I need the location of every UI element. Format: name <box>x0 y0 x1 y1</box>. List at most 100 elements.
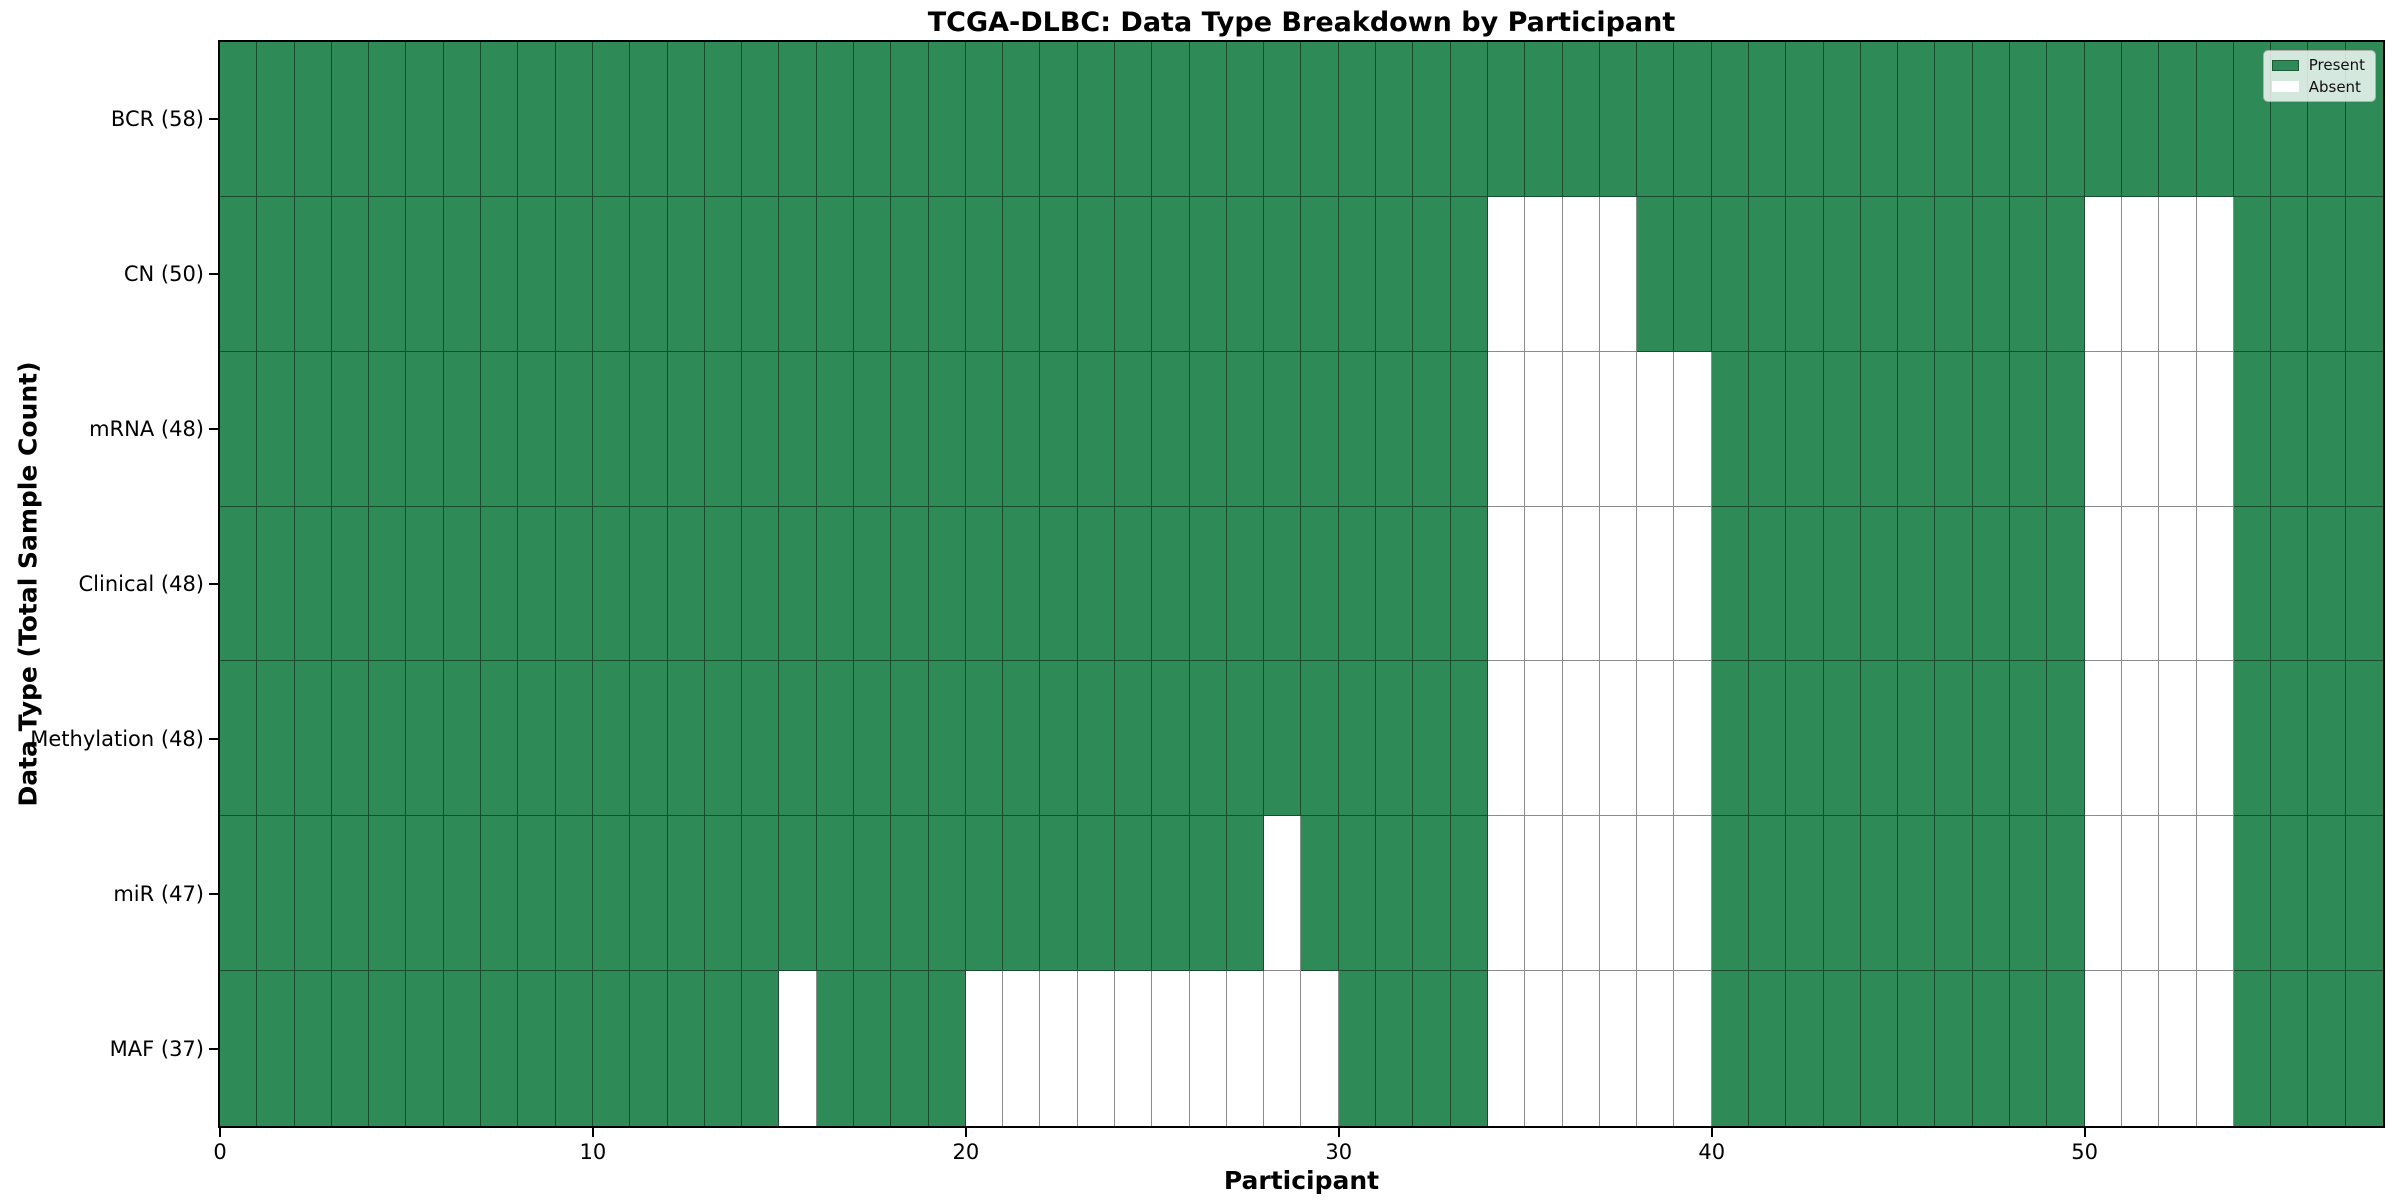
heatmap-cell <box>2047 971 2085 1126</box>
heatmap-cell <box>592 42 631 197</box>
heatmap-cell <box>1264 351 1302 507</box>
heatmap-cell <box>1040 42 1078 197</box>
heatmap-cell <box>1525 42 1563 197</box>
heatmap-cell <box>2121 351 2160 507</box>
heatmap-cell <box>1077 196 1116 352</box>
heatmap-cell <box>406 196 444 352</box>
heatmap-cell <box>1077 351 1116 507</box>
y-tick-mark <box>209 892 218 895</box>
heatmap-cell <box>1972 196 2011 352</box>
heatmap-cell <box>294 351 332 507</box>
heatmap-cell <box>2345 506 2383 662</box>
heatmap-cell <box>1786 506 1824 662</box>
heatmap-cell <box>2047 816 2085 972</box>
heatmap-cell <box>742 42 780 197</box>
heatmap-cell <box>1711 196 1750 352</box>
heatmap-cell <box>891 196 929 352</box>
heatmap-cell <box>443 42 482 197</box>
heatmap-cell <box>1860 816 1899 972</box>
heatmap-cell <box>2047 661 2085 817</box>
heatmap-cell <box>1189 506 1227 662</box>
heatmap-cell <box>1898 816 1936 972</box>
heatmap-cell <box>294 971 332 1126</box>
heatmap-cell <box>1562 971 1600 1126</box>
heatmap-cell <box>1674 351 1712 507</box>
heatmap-cell <box>1338 196 1377 352</box>
heatmap-cell <box>1972 351 2011 507</box>
heatmap-cell <box>2271 196 2309 352</box>
heatmap-cell <box>2121 816 2160 972</box>
heatmap-cell <box>1413 971 1451 1126</box>
heatmap-cell <box>1935 351 1973 507</box>
heatmap-cell <box>294 661 332 817</box>
heatmap-cell <box>555 661 593 817</box>
heatmap-cell <box>928 661 966 817</box>
heatmap-cell <box>667 661 705 817</box>
heatmap-cell <box>1450 661 1488 817</box>
heatmap-cell <box>1003 661 1041 817</box>
heatmap-cell <box>816 661 854 817</box>
heatmap-cell <box>1301 506 1339 662</box>
heatmap-cell <box>630 661 668 817</box>
heatmap-cell <box>1450 196 1488 352</box>
heatmap-cell <box>667 42 705 197</box>
heatmap-cell <box>1040 196 1078 352</box>
heatmap-cell <box>1152 971 1190 1126</box>
heatmap-cell <box>2159 351 2197 507</box>
heatmap-cell <box>2121 506 2160 662</box>
heatmap-cell <box>965 196 1004 352</box>
heatmap-cell <box>2084 971 2122 1126</box>
heatmap-cell <box>257 971 295 1126</box>
heatmap-grid <box>220 42 2383 1126</box>
heatmap-cell <box>667 971 705 1126</box>
heatmap-cell <box>1189 351 1227 507</box>
heatmap-cell <box>704 506 743 662</box>
heatmap-cell <box>630 971 668 1126</box>
heatmap-cell <box>891 661 929 817</box>
heatmap-cell <box>1152 816 1190 972</box>
heatmap-cell <box>443 816 482 972</box>
heatmap-cell <box>1749 196 1787 352</box>
heatmap-cell <box>1040 661 1078 817</box>
x-tick-label: 10 <box>579 1140 607 1164</box>
heatmap-cell <box>1077 661 1116 817</box>
heatmap-cell <box>1487 816 1526 972</box>
heatmap-cell <box>1823 351 1861 507</box>
heatmap-cell <box>1338 971 1377 1126</box>
heatmap-cell <box>1935 506 1973 662</box>
heatmap-cell <box>1935 971 1973 1126</box>
heatmap-cell <box>1040 506 1078 662</box>
heatmap-cell <box>1003 42 1041 197</box>
heatmap-cell <box>1413 661 1451 817</box>
heatmap-cell <box>1786 816 1824 972</box>
heatmap-cell <box>1898 506 1936 662</box>
heatmap-cell <box>369 351 407 507</box>
heatmap-cell <box>1823 816 1861 972</box>
heatmap-cell <box>331 196 370 352</box>
x-tick-label: 50 <box>2071 1140 2099 1164</box>
y-tick-mark <box>209 428 218 431</box>
heatmap-cell <box>2308 506 2346 662</box>
heatmap-cell <box>1935 816 1973 972</box>
heatmap-cell <box>2196 351 2234 507</box>
heatmap-cell <box>1003 971 1041 1126</box>
heatmap-cell <box>592 816 631 972</box>
heatmap-cell <box>481 816 519 972</box>
heatmap-cell <box>1674 506 1712 662</box>
heatmap-cell <box>1599 196 1638 352</box>
heatmap-cell <box>2233 661 2272 817</box>
heatmap-cell <box>555 196 593 352</box>
heatmap-cell <box>1860 196 1899 352</box>
heatmap-cell <box>1376 661 1414 817</box>
legend-entry: Absent <box>2271 78 2365 96</box>
heatmap-cell <box>1338 816 1377 972</box>
heatmap-cell <box>1935 196 1973 352</box>
heatmap-cell <box>1003 816 1041 972</box>
heatmap-cell <box>2159 196 2197 352</box>
heatmap-cell <box>2345 351 2383 507</box>
heatmap-cell <box>891 42 929 197</box>
heatmap-cell <box>1040 351 1078 507</box>
heatmap-cell <box>1898 661 1936 817</box>
heatmap-cell <box>518 351 556 507</box>
heatmap-cell <box>2233 351 2272 507</box>
